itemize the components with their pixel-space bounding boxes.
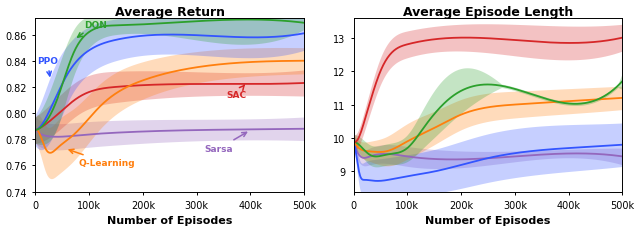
Text: SAC: SAC (226, 86, 246, 100)
Text: Q-Learning: Q-Learning (69, 149, 135, 168)
Text: Sarsa: Sarsa (205, 133, 246, 153)
X-axis label: Number of Episodes: Number of Episodes (107, 216, 232, 225)
X-axis label: Number of Episodes: Number of Episodes (426, 216, 550, 225)
Text: DQN: DQN (77, 21, 107, 38)
Text: PPO: PPO (37, 57, 58, 77)
Title: Average Return: Average Return (115, 6, 225, 18)
Title: Average Episode Length: Average Episode Length (403, 6, 573, 18)
